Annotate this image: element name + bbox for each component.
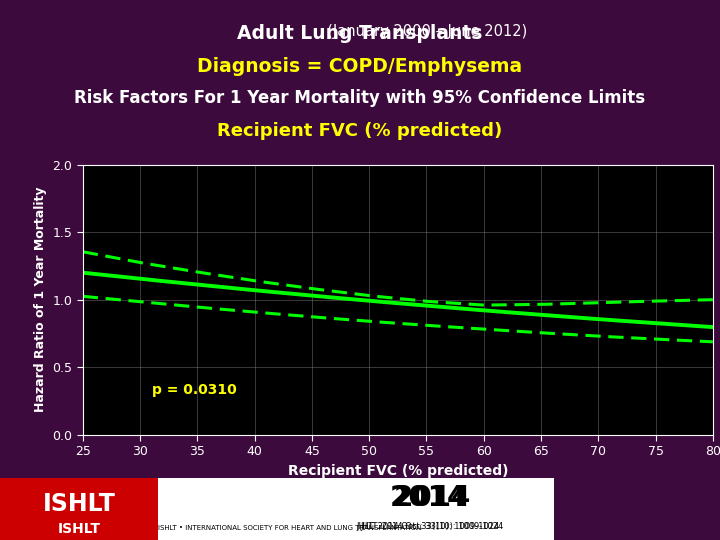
Text: (January 2000 – June 2012): (January 2000 – June 2012) <box>193 24 527 39</box>
X-axis label: Recipient FVC (% predicted): Recipient FVC (% predicted) <box>287 464 508 478</box>
Text: p = 0.0310: p = 0.0310 <box>151 383 236 397</box>
Text: Adult Lung Transplants: Adult Lung Transplants <box>238 24 482 43</box>
Text: ISHLT: ISHLT <box>58 522 101 536</box>
FancyBboxPatch shape <box>0 478 158 540</box>
FancyBboxPatch shape <box>0 478 302 540</box>
Text: Risk Factors For 1 Year Mortality with 95% Confidence Limits: Risk Factors For 1 Year Mortality with 9… <box>74 89 646 107</box>
Text: Recipient FVC (% predicted): Recipient FVC (% predicted) <box>217 122 503 139</box>
FancyBboxPatch shape <box>302 478 554 540</box>
Text: 2014: 2014 <box>390 484 467 512</box>
Text: 2014: 2014 <box>393 484 471 512</box>
Y-axis label: Hazard Ratio of 1 Year Mortality: Hazard Ratio of 1 Year Mortality <box>34 187 47 413</box>
Text: ISHLT: ISHLT <box>42 492 116 516</box>
Text: Diagnosis = COPD/Emphysema: Diagnosis = COPD/Emphysema <box>197 57 523 76</box>
Text: JHLT. 2014 Oct; 33(10): 1009-1024: JHLT. 2014 Oct; 33(10): 1009-1024 <box>357 522 500 531</box>
Text: JHLT. 2014 Oct; 33(10): 1009-1024: JHLT. 2014 Oct; 33(10): 1009-1024 <box>361 522 503 531</box>
Text: ISHLT • INTERNATIONAL SOCIETY FOR HEART AND LUNG TRANSPLANTATION: ISHLT • INTERNATIONAL SOCIETY FOR HEART … <box>158 524 422 531</box>
